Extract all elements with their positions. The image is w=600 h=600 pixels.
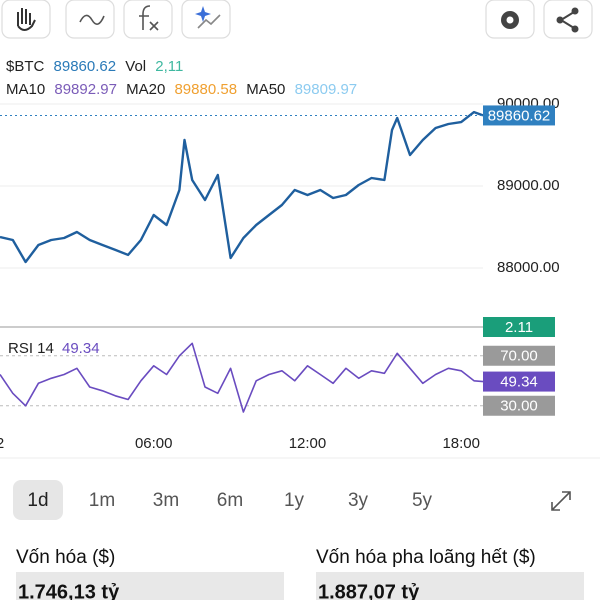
x-tick-label: 2 (0, 435, 4, 452)
ma-label: MA50 (246, 81, 285, 98)
toolbar (1, 0, 593, 39)
ma-label: MA20 (126, 81, 165, 98)
trend-icon (197, 14, 221, 29)
axis-badge (483, 317, 555, 337)
ai-button[interactable] (181, 0, 231, 39)
y-tick-label: 88000.00 (497, 259, 560, 276)
price-line (0, 110, 484, 264)
vol-label: Vol (125, 58, 146, 75)
range-tab[interactable]: 1m (89, 490, 115, 511)
spark-icon (195, 6, 211, 22)
ma-value: 89880.58 (174, 81, 237, 98)
rsi-value: 49.34 (62, 340, 100, 357)
fx-button[interactable] (123, 0, 173, 39)
axis-badge (483, 395, 555, 416)
vol-value: 2,11 (155, 58, 183, 75)
ma-value: 89892.97 (54, 81, 117, 98)
ticker: $BTC (6, 58, 45, 75)
range-tab[interactable]: 1d (27, 490, 48, 511)
settings-button[interactable] (485, 0, 535, 39)
line-button[interactable] (65, 0, 115, 39)
x-tick-label: 06:00 (135, 435, 173, 452)
y-tick-label: 30.00 (500, 398, 538, 415)
wave-icon (79, 14, 105, 25)
price: 89860.62 (54, 58, 117, 75)
gear-hole (506, 16, 514, 24)
header-line-1: $BTC 89860.62 Vol 2,11 (6, 58, 183, 75)
stat-value: 1.887,07 tỷ (318, 581, 420, 600)
plots: 90000.0089000.0088000.0089860.622.11206:… (0, 95, 560, 452)
hand-icon (17, 8, 36, 31)
axis-badge-text: 2.11 (505, 319, 533, 336)
header-line-2: MA10 89892.97 MA20 89880.58 MA50 89809.9… (6, 81, 357, 98)
range-tabs: 1d 1m 3m 6m 1y 3y 5y (13, 480, 433, 520)
y-tick-label: 70.00 (500, 348, 538, 365)
share-dot (571, 7, 579, 15)
range-tab[interactable]: 5y (412, 490, 433, 511)
share-dot (556, 16, 564, 24)
ma-label: MA10 (6, 81, 45, 98)
ma-value: 89809.97 (295, 81, 358, 98)
stats: Vốn hóa ($) 1.746,13 tỷ Vốn hóa pha loãng … (16, 547, 584, 600)
stat-label: Vốn hóa ($) (16, 547, 115, 568)
expand-icon[interactable] (551, 491, 571, 511)
y-tick-label: 89000.00 (497, 177, 560, 194)
fx-icon (139, 5, 159, 31)
stat-value: 1.746,13 tỷ (18, 581, 120, 600)
axis-badge-text: 49.34 (500, 374, 538, 391)
axis-badge (483, 105, 555, 126)
legend-header: $BTC 89860.62 Vol 2,11 MA10 89892.97 MA2… (6, 58, 357, 98)
range-tab[interactable]: 6m (217, 490, 243, 511)
x-tick-label: 18:00 (442, 435, 480, 452)
rsi-label: RSI 14 (8, 340, 54, 357)
axis-badge-text: 89860.62 (488, 107, 551, 124)
share-dot (571, 25, 579, 33)
share-button[interactable] (543, 0, 593, 39)
range-selected-bg (13, 480, 63, 520)
stat-value-bg (16, 572, 284, 600)
axis-badge (483, 371, 555, 392)
axis-badge (483, 345, 555, 366)
stat-label: Vốn hóa pha loãng hết ($) (316, 547, 536, 568)
x-tick-label: 12:00 (289, 435, 327, 452)
range-tab[interactable]: 3y (348, 490, 369, 511)
range-tab[interactable]: 3m (153, 490, 179, 511)
stat-value-bg (316, 572, 584, 600)
range-tab[interactable]: 1y (284, 490, 305, 511)
rsi-line (0, 342, 484, 413)
hand-button[interactable] (1, 0, 51, 39)
